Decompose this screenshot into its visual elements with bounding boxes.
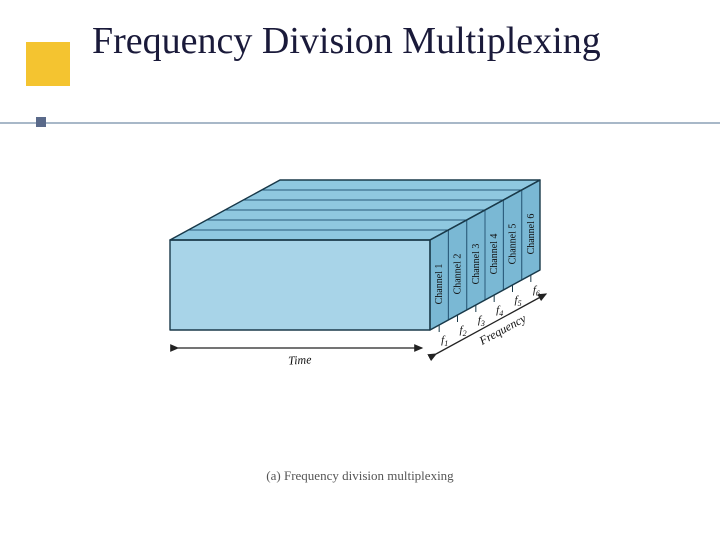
svg-text:f6: f6 <box>533 284 540 298</box>
svg-text:f4: f4 <box>496 304 503 318</box>
title-underline <box>0 122 720 124</box>
accent-square <box>26 42 70 86</box>
bullet-dot <box>36 117 46 127</box>
svg-text:Time: Time <box>288 352 313 367</box>
svg-text:f3: f3 <box>478 314 485 328</box>
diagram-caption: (a) Frequency division multiplexing <box>130 468 590 484</box>
svg-text:Channel 5: Channel 5 <box>508 224 519 265</box>
svg-text:Channel 1: Channel 1 <box>434 264 445 305</box>
svg-text:Channel 4: Channel 4 <box>489 234 500 275</box>
svg-text:f1: f1 <box>441 334 448 348</box>
fdm-diagram: Channel 1 Channel 2 Channel 3 Channel 4 Chan… <box>130 170 590 490</box>
page-title: Frequency Division Multiplexing <box>92 20 680 64</box>
svg-text:f5: f5 <box>515 294 522 308</box>
svg-text:f2: f2 <box>460 324 467 338</box>
svg-text:Channel 2: Channel 2 <box>453 254 464 295</box>
svg-text:Channel 6: Channel 6 <box>526 214 537 255</box>
svg-text:Channel 3: Channel 3 <box>471 244 482 285</box>
